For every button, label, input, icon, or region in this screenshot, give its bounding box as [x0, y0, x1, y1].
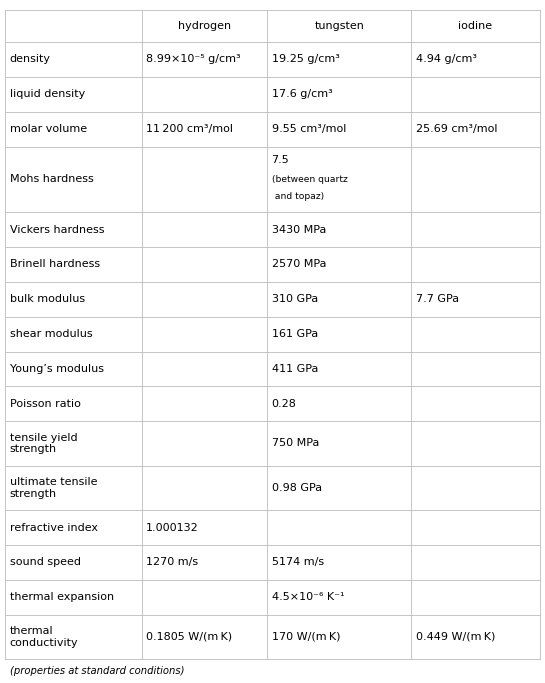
Text: 0.449 W/(m K): 0.449 W/(m K) [416, 632, 495, 642]
Text: 8.99×10⁻⁵ g/cm³: 8.99×10⁻⁵ g/cm³ [146, 55, 241, 64]
Text: 310 GPa: 310 GPa [271, 294, 318, 304]
Text: 11 200 cm³/mol: 11 200 cm³/mol [146, 124, 233, 134]
Text: tensile yield
strength: tensile yield strength [10, 433, 77, 454]
Text: 25.69 cm³/mol: 25.69 cm³/mol [416, 124, 497, 134]
Text: 411 GPa: 411 GPa [271, 364, 318, 374]
Text: Young’s modulus: Young’s modulus [10, 364, 104, 374]
Text: Vickers hardness: Vickers hardness [10, 225, 104, 234]
Text: (between quartz: (between quartz [271, 175, 347, 184]
Text: bulk modulus: bulk modulus [10, 294, 85, 304]
Text: shear modulus: shear modulus [10, 329, 93, 339]
Text: hydrogen: hydrogen [178, 21, 231, 31]
Text: 1270 m/s: 1270 m/s [146, 557, 198, 568]
Text: 1.000132: 1.000132 [146, 522, 199, 533]
Text: iodine: iodine [458, 21, 493, 31]
Text: Poisson ratio: Poisson ratio [10, 399, 81, 409]
Text: (properties at standard conditions): (properties at standard conditions) [10, 666, 184, 675]
Text: 9.55 cm³/mol: 9.55 cm³/mol [271, 124, 346, 134]
Text: 750 MPa: 750 MPa [271, 438, 319, 449]
Text: thermal
conductivity: thermal conductivity [10, 626, 78, 647]
Text: liquid density: liquid density [10, 89, 85, 99]
Text: 19.25 g/cm³: 19.25 g/cm³ [271, 55, 340, 64]
Text: and topaz): and topaz) [271, 192, 324, 201]
Text: Mohs hardness: Mohs hardness [10, 174, 94, 184]
Text: 4.94 g/cm³: 4.94 g/cm³ [416, 55, 477, 64]
Text: 7.5: 7.5 [271, 154, 289, 165]
Text: 7.7 GPa: 7.7 GPa [416, 294, 459, 304]
Text: sound speed: sound speed [10, 557, 81, 568]
Text: 0.1805 W/(m K): 0.1805 W/(m K) [146, 632, 232, 642]
Text: molar volume: molar volume [10, 124, 87, 134]
Text: Brinell hardness: Brinell hardness [10, 260, 100, 269]
Text: ultimate tensile
strength: ultimate tensile strength [10, 477, 98, 499]
Text: density: density [10, 55, 51, 64]
Text: refractive index: refractive index [10, 522, 98, 533]
Text: thermal expansion: thermal expansion [10, 592, 114, 602]
Text: 4.5×10⁻⁶ K⁻¹: 4.5×10⁻⁶ K⁻¹ [271, 592, 344, 602]
Text: tungsten: tungsten [314, 21, 364, 31]
Text: 3430 MPa: 3430 MPa [271, 225, 326, 234]
Text: 0.98 GPa: 0.98 GPa [271, 483, 322, 493]
Text: 5174 m/s: 5174 m/s [271, 557, 324, 568]
Text: 170 W/(m K): 170 W/(m K) [271, 632, 340, 642]
Text: 161 GPa: 161 GPa [271, 329, 318, 339]
Text: 0.28: 0.28 [271, 399, 296, 409]
Text: 17.6 g/cm³: 17.6 g/cm³ [271, 89, 332, 99]
Text: 2570 MPa: 2570 MPa [271, 260, 326, 269]
